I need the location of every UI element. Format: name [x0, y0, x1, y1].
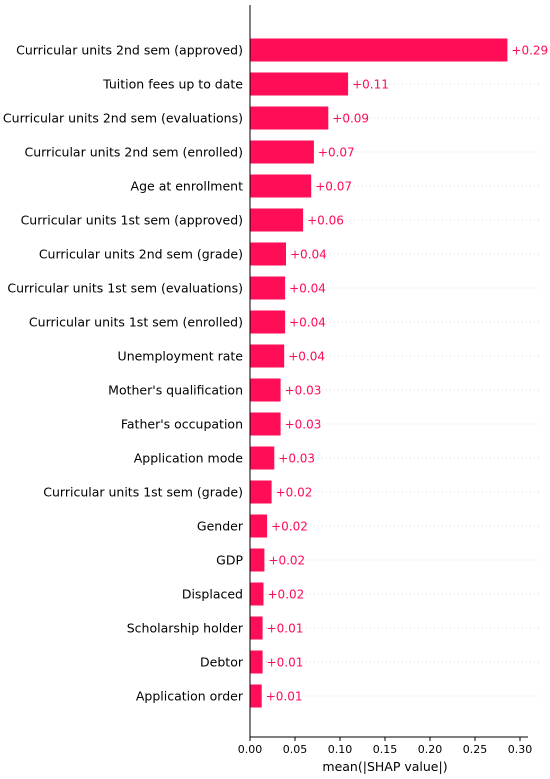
category-label: Tuition fees up to date — [102, 77, 243, 92]
bar — [250, 514, 268, 538]
category-label: GDP — [216, 553, 243, 568]
value-label: +0.02 — [271, 520, 308, 534]
bar — [250, 412, 281, 436]
category-label: Curricular units 1st sem (grade) — [43, 485, 243, 500]
value-label: +0.04 — [290, 248, 327, 262]
x-tick-label: 0.30 — [508, 743, 533, 756]
category-label: Curricular units 1st sem (evaluations) — [7, 281, 243, 296]
x-tick-label: 0.10 — [328, 743, 353, 756]
bar — [250, 140, 314, 164]
category-label: Curricular units 2nd sem (evaluations) — [3, 111, 243, 126]
value-label: +0.03 — [278, 452, 315, 466]
x-tick-label: 0.25 — [463, 743, 488, 756]
bar-layer — [250, 38, 508, 708]
bar — [250, 276, 286, 300]
x-tick-label: 0.20 — [418, 743, 443, 756]
bar — [250, 344, 285, 368]
value-label: +0.04 — [289, 282, 326, 296]
bar — [250, 310, 286, 334]
category-label: Mother's qualification — [108, 383, 243, 398]
x-axis-title: mean(|SHAP value|) — [322, 759, 447, 774]
value-label: +0.02 — [268, 554, 305, 568]
category-label: Curricular units 2nd sem (enrolled) — [24, 145, 243, 160]
value-label: +0.04 — [288, 350, 325, 364]
category-label: Application mode — [134, 451, 244, 466]
x-tick-label: 0.00 — [238, 743, 263, 756]
value-label: +0.02 — [276, 486, 313, 500]
category-label: Gender — [197, 519, 244, 534]
label-layer: Curricular units 2nd sem (approved) +0.29… — [3, 43, 548, 704]
value-label: +0.07 — [318, 146, 355, 160]
category-label: Unemployment rate — [118, 349, 244, 364]
bar — [250, 208, 304, 232]
category-label: Father's occupation — [121, 417, 243, 432]
category-label: Displaced — [182, 587, 243, 602]
category-label: Curricular units 2nd sem (approved) — [16, 43, 243, 58]
bar — [250, 378, 281, 402]
value-label: +0.29 — [511, 44, 548, 58]
bar — [250, 106, 329, 130]
bar — [250, 242, 286, 266]
value-label: +0.07 — [315, 180, 352, 194]
x-tick-label: 0.05 — [283, 743, 308, 756]
value-label: +0.01 — [266, 690, 303, 704]
value-label: +0.01 — [267, 656, 304, 670]
category-label: Debtor — [200, 655, 244, 670]
category-label: Age at enrollment — [131, 179, 244, 194]
value-label: +0.06 — [307, 214, 344, 228]
category-label: Curricular units 1st sem (approved) — [21, 213, 243, 228]
category-label: Application order — [136, 689, 244, 704]
bar — [250, 684, 262, 708]
value-label: +0.04 — [289, 316, 326, 330]
value-label: +0.01 — [267, 622, 304, 636]
value-label: +0.03 — [285, 384, 322, 398]
axis-layer — [249, 5, 528, 738]
bar — [250, 650, 263, 674]
category-label: Curricular units 1st sem (enrolled) — [29, 315, 243, 330]
value-label: +0.02 — [268, 588, 305, 602]
bar — [250, 38, 508, 62]
bar — [250, 616, 263, 640]
bar — [250, 72, 349, 96]
value-label: +0.11 — [352, 78, 389, 92]
bar — [250, 582, 264, 606]
bar — [250, 446, 275, 470]
bar — [250, 480, 272, 504]
category-label: Scholarship holder — [127, 621, 244, 636]
bar — [250, 548, 265, 572]
x-tick-label: 0.15 — [373, 743, 398, 756]
value-label: +0.09 — [332, 112, 369, 126]
value-label: +0.03 — [285, 418, 322, 432]
category-label: Curricular units 2nd sem (grade) — [39, 247, 243, 262]
x-tick-layer: 0.00 0.05 0.10 0.15 0.20 0.25 0.30 — [238, 737, 533, 756]
bar — [250, 174, 312, 198]
